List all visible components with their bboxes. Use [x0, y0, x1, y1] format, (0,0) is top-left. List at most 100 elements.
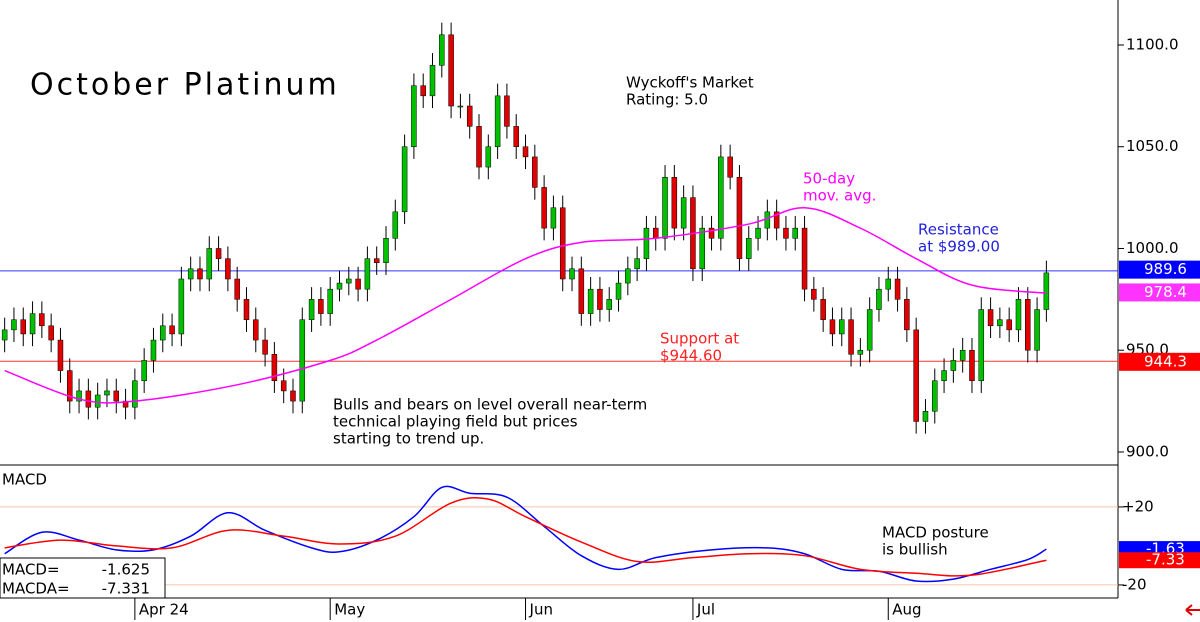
- price-tag-label: 989.6: [1144, 260, 1187, 278]
- candle-body: [866, 309, 873, 351]
- support-note: $944.60: [660, 347, 722, 365]
- candle-body: [401, 146, 408, 213]
- candle-body: [652, 227, 659, 239]
- candle-body: [745, 238, 752, 259]
- ma-note: mov. avg.: [803, 187, 876, 205]
- candle-body: [411, 85, 417, 147]
- macd-legend: [0, 557, 166, 599]
- rating-note: Rating: 5.0: [626, 91, 708, 109]
- candle-body: [848, 319, 854, 355]
- candle-body: [48, 325, 54, 341]
- candle-body: [308, 299, 315, 320]
- candle-body: [718, 156, 724, 239]
- price-tag-label: 978.4: [1144, 283, 1187, 301]
- candle-body: [662, 176, 668, 239]
- candle-body: [1006, 319, 1012, 331]
- candle-body: [327, 288, 333, 314]
- commentary: technical playing field but prices: [333, 413, 578, 431]
- candle-body: [857, 349, 864, 355]
- candle-body: [950, 360, 957, 371]
- moving-average: [4, 207, 1047, 404]
- macd-line: [4, 485, 1047, 583]
- candle-body: [969, 349, 975, 382]
- candle-body: [1, 329, 8, 341]
- candle-body: [225, 258, 231, 280]
- y-tick-label: 900.0: [1126, 442, 1169, 460]
- candle-body: [29, 313, 36, 335]
- candle-body: [271, 354, 278, 382]
- macd-line: [4, 496, 1047, 577]
- x-tick-label: Apr 24: [139, 601, 189, 619]
- candle-body: [104, 390, 110, 396]
- candle-body: [932, 380, 938, 412]
- candle-body: [178, 278, 185, 335]
- candle-body: [783, 227, 789, 239]
- candle-body: [318, 299, 324, 314]
- candle-body: [894, 278, 901, 300]
- candle-body: [290, 390, 296, 402]
- candle-body: [587, 288, 594, 314]
- candle-body: [169, 325, 175, 335]
- candle-body: [978, 309, 985, 382]
- candle-body: [466, 105, 473, 127]
- candle-body: [504, 95, 510, 127]
- resistance-note: Resistance: [918, 221, 999, 239]
- candle-body: [262, 339, 268, 355]
- y-tick-label: 1100.0: [1126, 35, 1179, 53]
- candle-body: [39, 313, 45, 327]
- candle-body: [336, 282, 343, 290]
- candle-body: [513, 126, 519, 147]
- candle-body: [94, 394, 101, 408]
- candle-body: [280, 380, 287, 392]
- candle-body: [392, 211, 399, 239]
- candle-body: [959, 349, 966, 361]
- candle-body: [699, 227, 705, 270]
- macd-tag-label: -7.33: [1146, 551, 1185, 569]
- candle-body: [122, 400, 129, 408]
- x-tick-label: Jul: [696, 601, 715, 619]
- x-tick-label: May: [334, 601, 365, 619]
- candle-body: [1025, 299, 1031, 351]
- candle-body: [764, 211, 771, 229]
- candle-body: [187, 268, 194, 280]
- price-tag-label: 944.3: [1144, 352, 1187, 370]
- price-tag: [1119, 260, 1200, 279]
- candle-body: [997, 319, 1003, 327]
- candle-body: [243, 299, 250, 320]
- candle-body: [941, 370, 947, 382]
- chart-title: October Platinum: [30, 68, 340, 103]
- candle-body: [420, 85, 426, 97]
- candle-body: [671, 176, 678, 229]
- candle-body: [132, 380, 138, 408]
- panels: [0, 0, 1119, 599]
- candle-body: [113, 390, 120, 402]
- candle-body: [346, 278, 352, 284]
- price-tag: [1119, 283, 1200, 302]
- scroll-arrow[interactable]: [1185, 604, 1200, 616]
- candle-body: [904, 299, 910, 331]
- candle-body: [355, 278, 361, 290]
- candle-body: [197, 268, 203, 280]
- candle-body: [234, 278, 240, 300]
- candle-body: [1034, 309, 1040, 351]
- candle-body: [708, 227, 715, 239]
- candle-body: [439, 34, 445, 66]
- candle-body: [485, 146, 492, 168]
- legend-value: -7.331: [102, 580, 150, 598]
- x-tick-label: Aug: [892, 601, 921, 619]
- candle-body: [429, 65, 436, 97]
- candle-body: [476, 126, 482, 168]
- candle-body: [578, 268, 585, 314]
- resistance-note: at $989.00: [918, 238, 1000, 256]
- support-note: Support at: [660, 330, 739, 348]
- candle-body: [755, 227, 761, 239]
- candle-body: [160, 325, 166, 341]
- candle-body: [727, 156, 733, 178]
- candle-body: [57, 339, 64, 371]
- candle-body: [559, 207, 566, 280]
- candle-body: [569, 268, 575, 280]
- y-tick-label: 1050.0: [1126, 137, 1179, 155]
- candle-body: [550, 207, 557, 229]
